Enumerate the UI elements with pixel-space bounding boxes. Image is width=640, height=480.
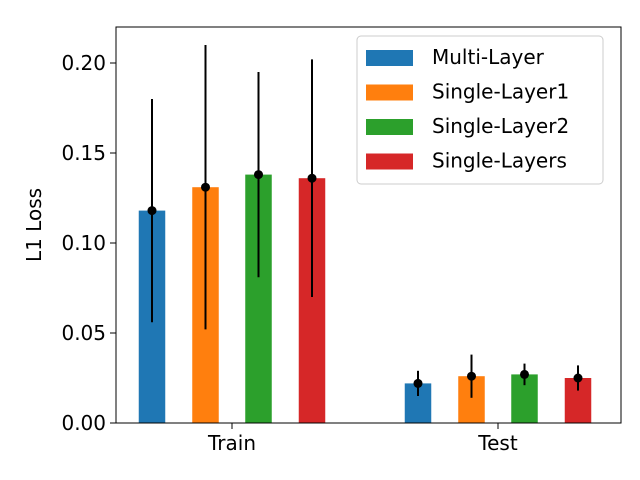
- mean-point-2-0: [254, 170, 263, 180]
- mean-point-2-1: [520, 369, 529, 379]
- y-tick-label: 0.00: [61, 411, 106, 435]
- y-tick-label: 0.10: [61, 231, 106, 255]
- x-tick-label: Test: [477, 431, 518, 455]
- legend-swatch: [366, 119, 413, 135]
- legend: Multi-Layer Single-Layer1 Single-Layer2 Sin…: [356, 35, 604, 185]
- legend-label: Single-Layers: [432, 149, 567, 173]
- y-axis-label: L1 Loss: [22, 188, 46, 262]
- y-tick-label: 0.15: [61, 141, 106, 165]
- mean-point-3-0: [307, 173, 317, 183]
- axes-layer: 0.00 0.05 0.10 0.15 0.20 Train Test: [61, 51, 517, 455]
- x-tick-label: Train: [207, 431, 256, 455]
- legend-label: Single-Layer1: [432, 80, 569, 104]
- plot-frame: [115, 26, 622, 424]
- bars-layer: [138, 174, 592, 423]
- legend-box: [356, 35, 604, 185]
- legend-label: Single-Layer2: [432, 114, 569, 138]
- legend-swatch: [366, 50, 413, 66]
- mean-point-0-0: [147, 206, 157, 216]
- error-bars-layer: [147, 45, 583, 398]
- y-tick-label: 0.05: [61, 321, 106, 345]
- legend-swatch: [366, 84, 413, 101]
- y-tick-label: 0.20: [61, 51, 106, 75]
- mean-point-3-1: [573, 373, 583, 383]
- mean-point-1-1: [467, 371, 476, 381]
- mean-point-0-1: [413, 378, 423, 388]
- legend-swatch: [366, 153, 413, 170]
- mean-point-1-0: [201, 182, 210, 192]
- legend-label: Multi-Layer: [432, 45, 545, 69]
